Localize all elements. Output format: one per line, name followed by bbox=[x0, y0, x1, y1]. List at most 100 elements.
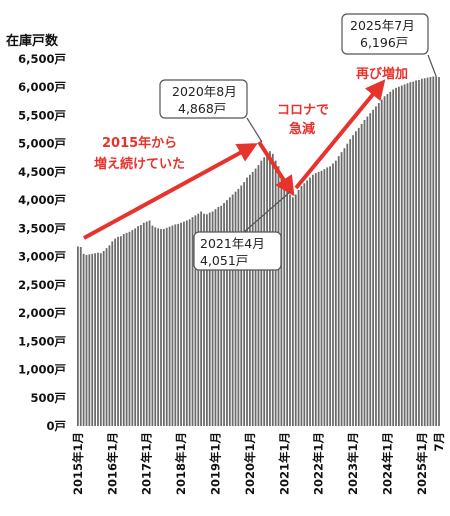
bar bbox=[148, 220, 151, 426]
callout-2020-08-value: 4,868戸 bbox=[178, 101, 226, 116]
bar bbox=[346, 143, 349, 426]
bar bbox=[326, 167, 329, 426]
bar bbox=[303, 183, 306, 426]
callout-2020-08: 2020年8月 4,868戸 bbox=[159, 79, 263, 143]
bar bbox=[200, 211, 203, 426]
bar bbox=[340, 152, 343, 426]
x-tick-label: 2020年1月 bbox=[243, 432, 257, 495]
x-tick-label: 2021年1月 bbox=[277, 432, 291, 495]
bar bbox=[243, 182, 246, 426]
bar bbox=[197, 213, 200, 426]
x-tick-label: 7月 bbox=[432, 432, 446, 452]
bar bbox=[111, 241, 114, 426]
bar bbox=[320, 170, 323, 426]
bar bbox=[180, 222, 182, 426]
bar bbox=[343, 148, 346, 426]
bar bbox=[300, 186, 303, 426]
bar bbox=[105, 248, 108, 426]
bar bbox=[257, 165, 260, 426]
bar bbox=[79, 247, 82, 426]
y-tick-label: 5,500戸 bbox=[18, 108, 66, 122]
bar bbox=[294, 194, 297, 426]
bar bbox=[246, 177, 248, 426]
bar bbox=[251, 171, 254, 426]
bar bbox=[426, 77, 429, 426]
bar bbox=[309, 177, 311, 426]
bar bbox=[165, 227, 168, 426]
bar bbox=[277, 166, 280, 426]
corona-drop-arrow bbox=[257, 140, 295, 197]
bar bbox=[429, 77, 432, 426]
bar bbox=[134, 228, 137, 426]
bar bbox=[88, 254, 91, 426]
bar bbox=[154, 227, 157, 426]
bar bbox=[269, 151, 271, 426]
y-tick-label: 6,000戸 bbox=[18, 80, 66, 94]
bar bbox=[77, 246, 79, 426]
y-tick-label: 2,500戸 bbox=[18, 278, 66, 292]
bar bbox=[420, 78, 423, 426]
bar bbox=[160, 228, 162, 426]
callout-2025-07: 2025年7月 6,196戸 bbox=[341, 13, 437, 77]
bar bbox=[208, 212, 211, 426]
bar bbox=[191, 217, 194, 426]
bar bbox=[386, 94, 389, 426]
bar bbox=[151, 225, 154, 426]
bar bbox=[406, 83, 409, 426]
bar bbox=[403, 84, 406, 426]
bar bbox=[145, 221, 148, 426]
bar bbox=[157, 228, 160, 426]
bar bbox=[438, 77, 440, 426]
rise-arrow-2015 bbox=[83, 143, 258, 240]
bar bbox=[323, 169, 326, 426]
bar bbox=[306, 180, 309, 426]
y-tick-label: 1,500戸 bbox=[18, 334, 66, 348]
y-tick-label: 2,000戸 bbox=[18, 306, 66, 320]
bar bbox=[380, 99, 383, 427]
bar bbox=[97, 252, 99, 426]
bar bbox=[185, 220, 188, 426]
bar bbox=[85, 254, 88, 426]
re-increase-arrow bbox=[294, 79, 386, 190]
bar bbox=[214, 209, 217, 426]
bar bbox=[228, 197, 231, 426]
bar bbox=[291, 197, 294, 426]
bar bbox=[332, 163, 334, 426]
bar bbox=[137, 226, 139, 426]
bar bbox=[254, 168, 257, 427]
bar bbox=[334, 160, 337, 426]
bar bbox=[389, 91, 392, 426]
bar bbox=[352, 135, 354, 426]
bar bbox=[400, 85, 403, 426]
bar bbox=[435, 76, 438, 426]
bar bbox=[289, 194, 291, 426]
x-tick-label: 2017年1月 bbox=[140, 432, 154, 495]
callout-2021-04: 2021年4月 4,051戸 bbox=[193, 191, 291, 271]
bar bbox=[94, 253, 96, 426]
bar bbox=[398, 86, 400, 427]
x-tick-label: 2018年1月 bbox=[174, 432, 188, 495]
bar bbox=[234, 191, 237, 426]
bar bbox=[231, 194, 234, 426]
bar bbox=[119, 236, 122, 426]
callout-2021-04-value: 4,051戸 bbox=[200, 253, 248, 268]
bar bbox=[142, 222, 145, 426]
y-tick-label: 4,000戸 bbox=[18, 193, 66, 207]
bar bbox=[162, 228, 165, 426]
y-tick-label: 500戸 bbox=[30, 391, 66, 405]
y-axis-ticks: 0戸 500戸 1,000戸 1,500戸 2,000戸 2,500戸 3,000戸 3,50… bbox=[18, 52, 66, 433]
x-tick-label: 2025年1月 bbox=[415, 432, 429, 495]
bar bbox=[418, 79, 420, 426]
bar bbox=[128, 231, 131, 426]
x-tick-label: 2022年1月 bbox=[312, 432, 326, 495]
bar bbox=[314, 173, 317, 426]
bars-group bbox=[77, 76, 440, 427]
bar bbox=[122, 234, 125, 426]
re-increase-annotation: 再び増加 bbox=[356, 66, 408, 82]
bar bbox=[363, 119, 366, 426]
bar bbox=[183, 221, 185, 426]
bar bbox=[423, 78, 426, 426]
bar bbox=[177, 223, 180, 426]
bar bbox=[357, 127, 360, 426]
